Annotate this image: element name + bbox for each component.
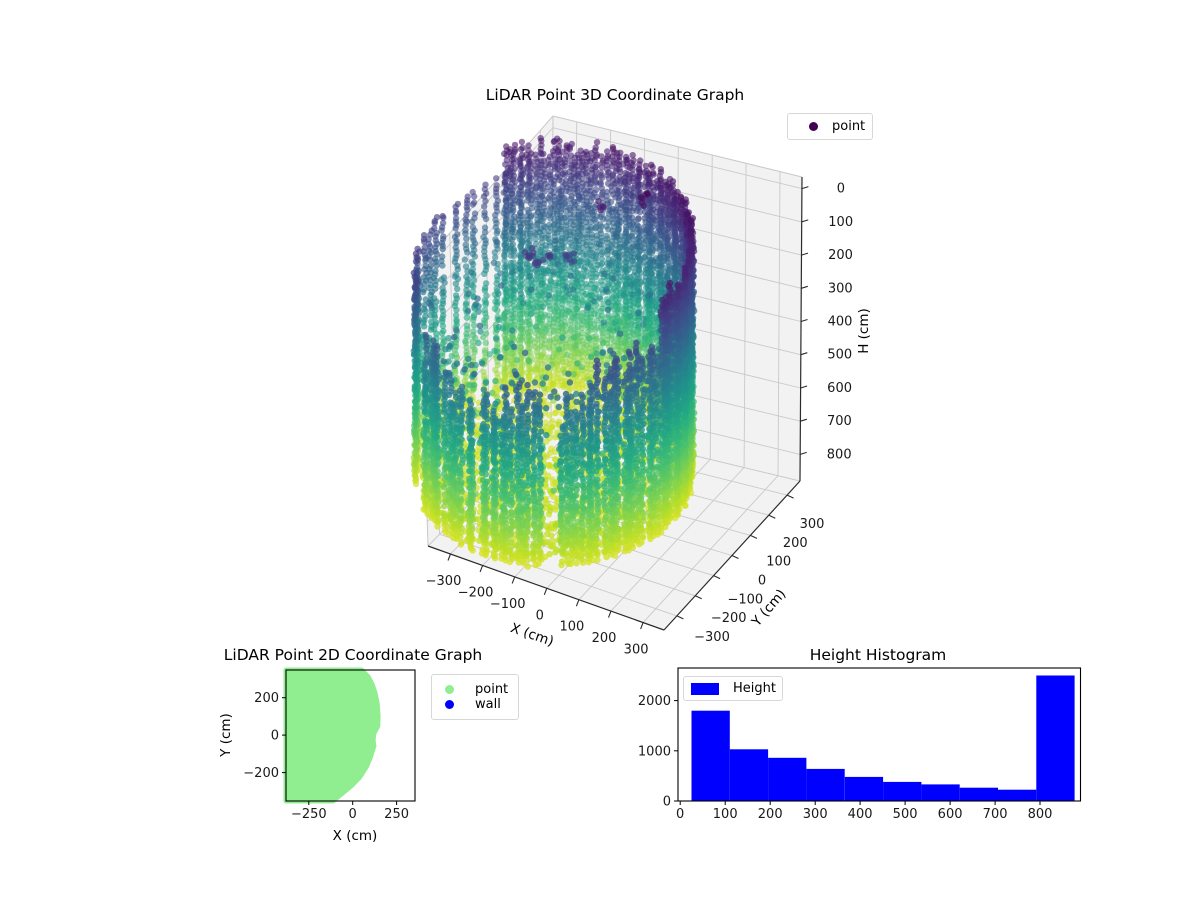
plot2d-legend-point-label: point — [475, 682, 509, 697]
plot2d-legend-item-point: point — [432, 682, 518, 697]
svg-text:300: 300 — [624, 643, 649, 658]
histogram-title: Height Histogram — [809, 646, 947, 664]
svg-text:−300: −300 — [694, 630, 730, 645]
histogram-legend: Height — [683, 676, 783, 701]
point-legend-dot-icon — [445, 685, 454, 694]
svg-text:100: 100 — [766, 555, 791, 570]
svg-text:400: 400 — [828, 315, 853, 330]
plot3d-legend: point — [787, 113, 873, 140]
plot3d-legend-item-point: point — [788, 119, 872, 134]
svg-text:200: 200 — [783, 536, 808, 551]
svg-text:−100: −100 — [727, 592, 763, 607]
height-legend-swatch-icon — [691, 682, 719, 695]
plot3d-zlabel: H (cm) — [856, 308, 872, 354]
svg-text:−300: −300 — [426, 574, 462, 589]
svg-text:800: 800 — [827, 447, 852, 462]
svg-text:500: 500 — [827, 348, 852, 363]
svg-text:−100: −100 — [490, 597, 526, 612]
plot2d-title: LiDAR Point 2D Coordinate Graph — [223, 646, 483, 664]
plot2d-ylabel: Y (cm) — [218, 713, 234, 757]
plot2d-legend-wall-label: wall — [475, 697, 501, 712]
svg-text:−200: −200 — [458, 585, 494, 600]
plot2d-legend: point wall — [431, 674, 519, 720]
svg-text:600: 600 — [827, 381, 852, 396]
svg-text:−200: −200 — [711, 611, 747, 626]
plot3d-title: LiDAR Point 3D Coordinate Graph — [485, 86, 745, 104]
svg-text:100: 100 — [559, 620, 584, 635]
svg-text:200: 200 — [592, 631, 617, 646]
svg-text:700: 700 — [827, 414, 852, 429]
svg-text:0: 0 — [837, 182, 845, 197]
svg-text:200: 200 — [828, 248, 853, 263]
svg-text:0: 0 — [536, 608, 544, 623]
plot2d-xlabel: X (cm) — [332, 828, 378, 844]
plot2d-legend-item-wall: wall — [432, 697, 518, 712]
svg-text:300: 300 — [828, 281, 853, 296]
point-legend-dot-icon — [809, 122, 818, 131]
svg-text:0: 0 — [758, 574, 766, 589]
histogram-legend-label: Height — [733, 681, 776, 696]
svg-text:300: 300 — [800, 517, 825, 532]
svg-text:100: 100 — [828, 215, 853, 230]
histogram-legend-item: Height — [684, 681, 782, 696]
plot3d-legend-label: point — [832, 119, 866, 134]
wall-legend-dot-icon — [445, 700, 454, 709]
